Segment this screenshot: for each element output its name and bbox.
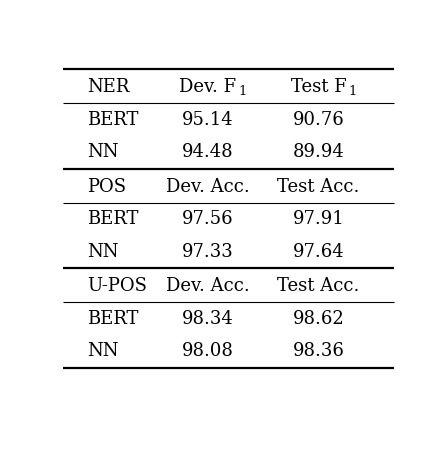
- Text: 97.56: 97.56: [182, 210, 234, 228]
- Text: BERT: BERT: [87, 111, 138, 129]
- Text: Test F: Test F: [291, 78, 347, 96]
- Text: 97.33: 97.33: [182, 243, 234, 261]
- Text: Dev. Acc.: Dev. Acc.: [166, 178, 250, 196]
- Text: 90.76: 90.76: [293, 111, 344, 129]
- Text: 97.91: 97.91: [293, 210, 344, 228]
- Text: NN: NN: [87, 143, 118, 161]
- Text: Dev. Acc.: Dev. Acc.: [166, 277, 250, 295]
- Text: 95.14: 95.14: [182, 111, 234, 129]
- Text: POS: POS: [87, 178, 126, 196]
- Text: 89.94: 89.94: [293, 143, 344, 161]
- Text: NER: NER: [87, 78, 129, 96]
- Text: NN: NN: [87, 342, 118, 360]
- Text: 97.64: 97.64: [293, 243, 344, 261]
- Text: Dev. F: Dev. F: [179, 78, 236, 96]
- Text: Test Acc.: Test Acc.: [277, 277, 359, 295]
- Text: 94.48: 94.48: [182, 143, 234, 161]
- Text: Test Acc.: Test Acc.: [277, 178, 359, 196]
- Text: 98.34: 98.34: [182, 310, 234, 328]
- Text: BERT: BERT: [87, 210, 138, 228]
- Text: 1: 1: [348, 86, 356, 98]
- Text: BERT: BERT: [87, 310, 138, 328]
- Text: U-POS: U-POS: [87, 277, 147, 295]
- Text: 98.08: 98.08: [182, 342, 234, 360]
- Text: 1: 1: [238, 86, 247, 98]
- Text: 98.36: 98.36: [293, 342, 344, 360]
- Text: 98.62: 98.62: [293, 310, 344, 328]
- Text: NN: NN: [87, 243, 118, 261]
